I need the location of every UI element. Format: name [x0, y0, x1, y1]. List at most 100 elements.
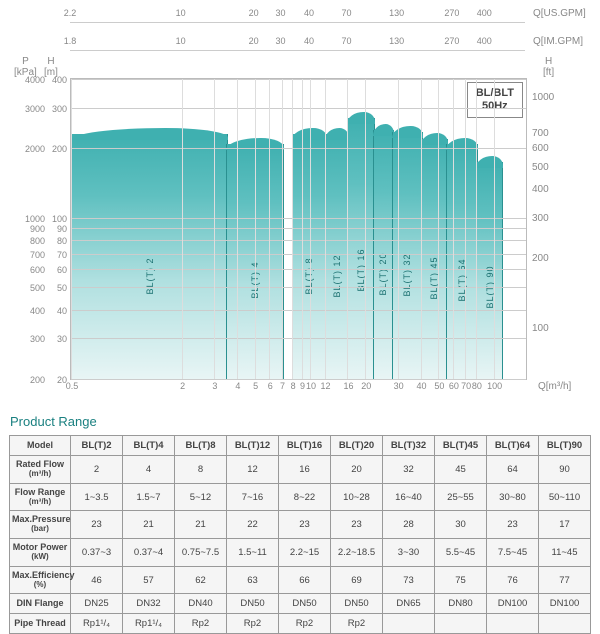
- x-gridline: 70: [465, 79, 466, 379]
- top-axis-tick: 30: [276, 36, 286, 46]
- table-cell: DN65: [383, 594, 435, 614]
- table-cell: Rp2: [175, 614, 227, 634]
- table-cell: 45: [435, 456, 487, 484]
- x-gridline: 60: [453, 79, 454, 379]
- y-right-tick: 700: [532, 128, 549, 139]
- table-cell: [539, 614, 591, 634]
- pump-curve-region: BL(T) 16: [347, 118, 374, 379]
- x-gridline: 3: [214, 79, 215, 379]
- table-cell: 23: [487, 511, 539, 539]
- x-gridline: 10: [310, 79, 311, 379]
- table-cell: 1.5~11: [227, 539, 279, 567]
- table-cell: 57: [123, 566, 175, 594]
- axis-header: H [m]: [44, 56, 58, 78]
- table-cell: 90: [539, 456, 591, 484]
- table-cell: 12: [227, 456, 279, 484]
- table-cell: 4: [123, 456, 175, 484]
- table-cell: BL(T)64: [487, 436, 539, 456]
- table-cell: 62: [175, 566, 227, 594]
- curve-label: BL(T) 32: [402, 254, 412, 297]
- row-header: Motor Power(kW): [10, 539, 71, 567]
- x-gridline: 8: [292, 79, 293, 379]
- table-row: Max.Pressure(bar)23212122232328302317: [10, 511, 591, 539]
- top-axis-tick: 40: [304, 36, 314, 46]
- axis-header: P [kPa]: [14, 56, 37, 78]
- table-cell: BL(T)45: [435, 436, 487, 456]
- y-right-tick: 600: [532, 143, 549, 154]
- table-cell: 22: [227, 511, 279, 539]
- top-axis-tick: 10: [176, 8, 186, 18]
- table-cell: 30: [435, 511, 487, 539]
- table-cell: DN80: [435, 594, 487, 614]
- row-header: Max.Efficiency(%): [10, 566, 71, 594]
- section-title: Product Range: [10, 414, 600, 429]
- top-axis-tick: 1.8: [64, 36, 77, 46]
- table-cell: BL(T)32: [383, 436, 435, 456]
- product-range-table: ModelBL(T)2BL(T)4BL(T)8BL(T)12BL(T)16BL(…: [9, 435, 591, 634]
- pump-curve-region: BL(T) 64: [446, 144, 478, 379]
- table-cell: 50~110: [539, 483, 591, 511]
- row-header: Max.Pressure(bar): [10, 511, 71, 539]
- row-header: DIN Flange: [10, 594, 71, 614]
- table-cell: BL(T)12: [227, 436, 279, 456]
- table-cell: 10~28: [331, 483, 383, 511]
- table-row: Flow Range(m³/h)1~3.51.5~75~127~168~2210…: [10, 483, 591, 511]
- row-header: Rated Flow(m³/h): [10, 456, 71, 484]
- table-cell: DN50: [227, 594, 279, 614]
- table-cell: 25~55: [435, 483, 487, 511]
- table-cell: Rp1¹/₄: [123, 614, 175, 634]
- series-line2: 50Hz: [482, 100, 508, 112]
- table-cell: 7~16: [227, 483, 279, 511]
- table-cell: 2.2~15: [279, 539, 331, 567]
- y-gridline: 80800: [71, 240, 526, 241]
- x-gridline: 20: [365, 79, 366, 379]
- table-cell: DN100: [487, 594, 539, 614]
- top-axis-tick: 270: [444, 8, 459, 18]
- table-cell: 11~45: [539, 539, 591, 567]
- top-axis-tick: 40: [304, 8, 314, 18]
- x-gridline: 0.5: [71, 79, 72, 379]
- x-gridline: 100: [494, 79, 495, 379]
- pump-curve-region: BL(T) 90: [476, 162, 503, 379]
- x-gridline: 6: [269, 79, 270, 379]
- y-gridline: 1001000: [71, 218, 526, 219]
- table-cell: 0.75~7.5: [175, 539, 227, 567]
- table-cell: 8~22: [279, 483, 331, 511]
- top-axis-tick: 30: [276, 8, 286, 18]
- table-cell: 30~80: [487, 483, 539, 511]
- y-gridline: 60600: [71, 269, 526, 270]
- top-axis-tick: 70: [341, 8, 351, 18]
- top-axis-label: Q[IM.GPM]: [533, 36, 583, 47]
- table-row: Rated Flow(m³/h)24812162032456490: [10, 456, 591, 484]
- table-cell: 23: [71, 511, 123, 539]
- top-axis-tick: 70: [341, 36, 351, 46]
- table-row: Motor Power(kW)0.37~30.37~40.75~7.51.5~1…: [10, 539, 591, 567]
- table-cell: 69: [331, 566, 383, 594]
- table-cell: 23: [331, 511, 383, 539]
- table-cell: 5.5~45: [435, 539, 487, 567]
- table-cell: BL(T)16: [279, 436, 331, 456]
- table-cell: Rp2: [227, 614, 279, 634]
- y-gridline: 50500: [71, 287, 526, 288]
- y-right-tick: 1000: [532, 92, 554, 103]
- table-cell: 21: [175, 511, 227, 539]
- top-axis-tick: 130: [389, 8, 404, 18]
- table-cell: [435, 614, 487, 634]
- table-cell: 2: [71, 456, 123, 484]
- table-cell: BL(T)90: [539, 436, 591, 456]
- table-cell: 77: [539, 566, 591, 594]
- table-cell: 75: [435, 566, 487, 594]
- y-gridline: 4004000: [71, 79, 526, 80]
- table-cell: BL(T)2: [71, 436, 123, 456]
- y-gridline: 20200: [71, 379, 526, 380]
- y-gridline: 2002000: [71, 148, 526, 149]
- table-row: Max.Efficiency(%)46576263666973757677: [10, 566, 591, 594]
- top-axis-tick: 130: [389, 36, 404, 46]
- table-cell: 16~40: [383, 483, 435, 511]
- table-cell: 63: [227, 566, 279, 594]
- table-cell: [487, 614, 539, 634]
- y-gridline: 90900: [71, 228, 526, 229]
- x-axis-label: Q[m³/h]: [538, 381, 571, 392]
- curve-label: BL(T) 2: [145, 258, 155, 295]
- table-cell: 20: [331, 456, 383, 484]
